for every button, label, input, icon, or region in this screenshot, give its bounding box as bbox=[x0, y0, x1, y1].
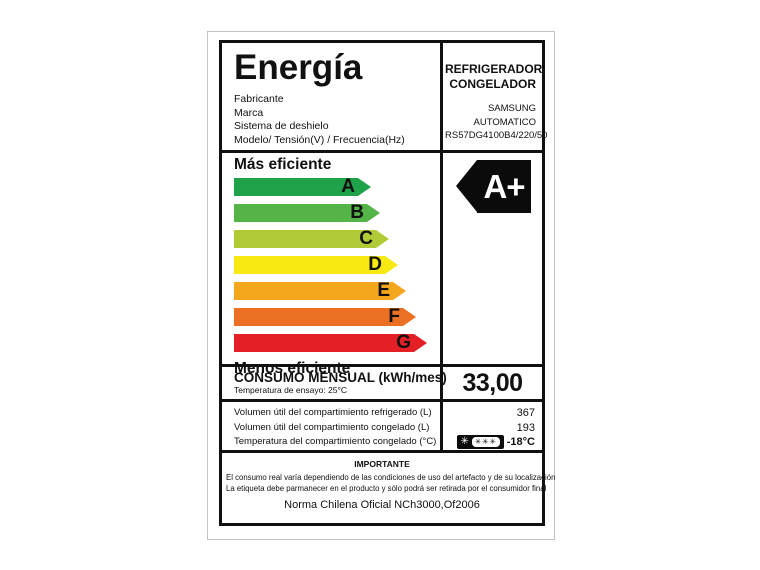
field-fabricante: Fabricante bbox=[234, 93, 284, 105]
efficiency-class-letter: F bbox=[388, 306, 400, 327]
arrow-tip-icon bbox=[385, 256, 398, 274]
consumption-subheading: Temperatura de ensayo: 25°C bbox=[234, 385, 348, 395]
compartment-row-value: ✳ ✳✳✳ -18°C bbox=[443, 435, 535, 450]
efficiency-class-letter: C bbox=[359, 228, 373, 249]
efficiency-arrow-a: A bbox=[234, 176, 440, 197]
arrow-tip-icon bbox=[403, 308, 416, 326]
arrow-body: A bbox=[234, 176, 358, 197]
footer-line-2: La etiqueta debe parmanecer en el produc… bbox=[226, 483, 547, 493]
efficiency-arrow-d: D bbox=[234, 254, 440, 275]
footer-standard: Norma Chilena Oficial NCh3000,Of2006 bbox=[284, 499, 480, 511]
arrow-tip-icon bbox=[367, 204, 380, 222]
consumption-heading-cell: CONSUMO MENSUAL (kWh/mes) Temperatura de… bbox=[222, 367, 447, 399]
snowflake-star-icon: ✳ bbox=[460, 436, 469, 448]
compartment-labels: Volumen útil del compartimiento refriger… bbox=[222, 402, 440, 450]
appliance-type-line2: CONGELADOR bbox=[449, 76, 536, 91]
field-sistema-deshielo: Sistema de deshielo bbox=[234, 120, 329, 132]
less-efficient-label: Menos eficiente bbox=[234, 360, 351, 377]
efficiency-arrow-f: F bbox=[234, 306, 440, 327]
arrow-body: D bbox=[234, 254, 385, 275]
efficiency-class-letter: G bbox=[396, 332, 411, 353]
arrow-tip-icon bbox=[358, 178, 371, 196]
efficiency-class-letter: D bbox=[368, 254, 382, 275]
consumption-heading: CONSUMO MENSUAL (kWh/mes) bbox=[234, 370, 447, 385]
compartment-row-value: 193 bbox=[443, 421, 535, 436]
compartment-row-label: Volumen útil del compartimiento congelad… bbox=[234, 421, 430, 433]
label-header-section: Energía Fabricante Marca Sistema de desh… bbox=[222, 43, 548, 153]
freezer-star-badge: ✳ ✳✳✳ bbox=[456, 435, 504, 450]
efficiency-class-letter: E bbox=[377, 280, 390, 301]
arrow-body: E bbox=[234, 280, 393, 301]
compartments-section: Volumen útil del compartimiento refriger… bbox=[222, 402, 542, 453]
efficiency-arrow-g: G bbox=[234, 332, 440, 353]
value-modelo: RS57DG4100B4/220/50 bbox=[445, 130, 548, 141]
footer-heading: IMPORTANTE bbox=[354, 459, 410, 469]
efficiency-class-letter: B bbox=[350, 202, 364, 223]
efficiency-arrow-b: B bbox=[234, 202, 440, 223]
field-marca: Marca bbox=[234, 106, 264, 119]
energy-label: Energía Fabricante Marca Sistema de desh… bbox=[219, 40, 556, 526]
rating-cell: A+ bbox=[440, 153, 542, 364]
compartment-value-text: 367 bbox=[516, 407, 535, 419]
compartment-value-text: 193 bbox=[516, 421, 535, 434]
value-marca: SAMSUNG bbox=[487, 103, 536, 114]
header-left-cell: Energía Fabricante Marca Sistema de desh… bbox=[222, 43, 440, 150]
triple-star-icon: ✳✳✳ bbox=[471, 437, 500, 448]
arrow-body: G bbox=[234, 332, 414, 353]
compartment-row-label: Temperatura del compartimiento congelado… bbox=[234, 436, 437, 447]
consumption-value: 33,00 bbox=[440, 367, 542, 399]
arrow-body: F bbox=[234, 306, 403, 327]
compartment-row-label: Volumen útil del compartimiento refriger… bbox=[234, 407, 432, 418]
efficiency-arrow-c: C bbox=[234, 228, 440, 249]
appliance-type-line1: REFRIGERADOR bbox=[445, 62, 543, 76]
field-modelo-tension-frecuencia: Modelo/ Tensión(V) / Frecuencia(Hz) bbox=[234, 133, 405, 146]
efficiency-arrow-e: E bbox=[234, 280, 440, 301]
more-efficient-label: Más eficiente bbox=[234, 156, 332, 173]
arrow-tip-icon bbox=[376, 230, 389, 248]
rating-badge: A+ bbox=[456, 160, 531, 213]
header-right-cell: REFRIGERADOR CONGELADOR SAMSUNG AUTOMATI… bbox=[440, 43, 548, 150]
rating-arrow-tip-icon bbox=[456, 160, 477, 212]
consumption-section: CONSUMO MENSUAL (kWh/mes) Temperatura de… bbox=[222, 367, 542, 402]
footer-section: IMPORTANTE El consumo real varía dependi… bbox=[222, 453, 556, 523]
header-value-list: SAMSUNG AUTOMATICO RS57DG4100B4/220/50 bbox=[445, 102, 548, 143]
arrow-tip-icon bbox=[414, 334, 427, 352]
footer-line-1: El consumo real varía dependiendo de las… bbox=[226, 473, 556, 482]
label-title: Energía bbox=[234, 48, 363, 87]
arrow-tip-icon bbox=[393, 282, 406, 300]
efficiency-class-letter: A bbox=[341, 176, 355, 197]
value-sistema-deshielo: AUTOMATICO bbox=[473, 116, 536, 128]
compartment-row-value: 367 bbox=[443, 406, 535, 421]
label-outer-frame: Energía Fabricante Marca Sistema de desh… bbox=[207, 31, 555, 540]
header-field-list: Fabricante Marca Sistema de deshielo Mod… bbox=[234, 93, 436, 147]
arrow-body: B bbox=[234, 202, 367, 223]
arrow-body: C bbox=[234, 228, 376, 249]
rating-value: A+ bbox=[477, 160, 531, 213]
compartment-value-text: -18°C bbox=[506, 436, 535, 448]
compartment-values: 367 193 ✳ ✳✳✳ -18°C bbox=[440, 402, 542, 450]
